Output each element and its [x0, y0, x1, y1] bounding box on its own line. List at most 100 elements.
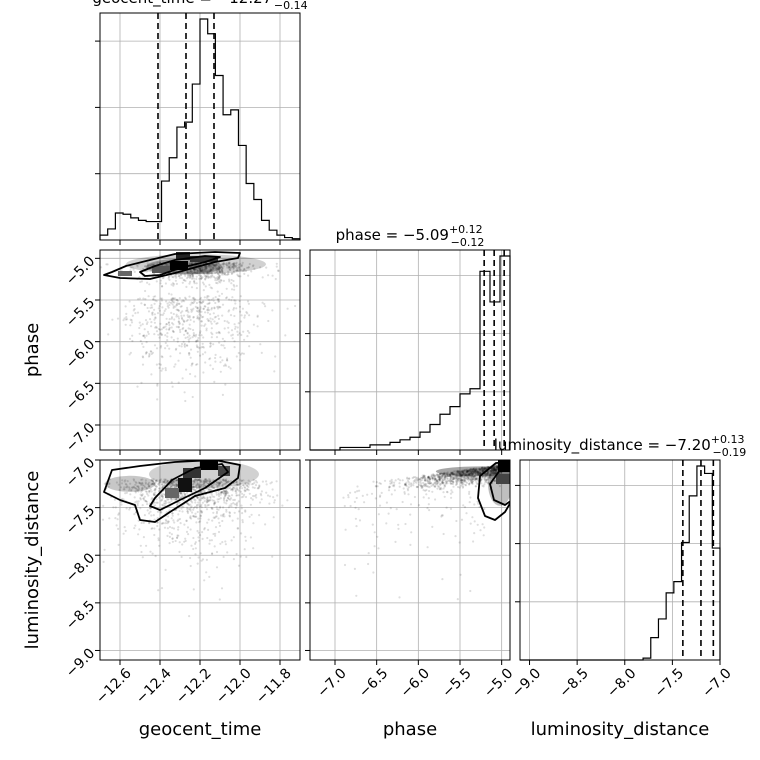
- sample-point: [199, 485, 202, 488]
- title-plus: +0.13: [711, 433, 745, 446]
- sample-point: [465, 473, 468, 476]
- sample-point: [378, 504, 382, 507]
- sample-point: [141, 482, 144, 485]
- sample-point: [194, 501, 197, 504]
- sample-point: [227, 270, 230, 273]
- sample-point: [233, 511, 236, 514]
- sample-point: [240, 333, 243, 337]
- sample-point: [436, 473, 439, 476]
- sample-point: [476, 523, 479, 526]
- sample-point: [156, 501, 159, 504]
- sample-point: [423, 474, 426, 478]
- sample-point: [463, 477, 466, 480]
- sample-point: [200, 302, 203, 305]
- sample-point: [233, 264, 236, 267]
- sample-point: [227, 266, 230, 269]
- sample-point: [171, 481, 174, 484]
- sample-point: [226, 496, 229, 499]
- sample-point: [212, 343, 215, 346]
- sample-point: [467, 473, 470, 477]
- sample-point: [217, 314, 220, 317]
- sample-point: [496, 464, 499, 467]
- sample-point: [432, 483, 435, 486]
- sample-point: [144, 500, 148, 503]
- sample-point: [221, 515, 224, 518]
- sample-point: [417, 478, 420, 481]
- sample-point: [234, 489, 237, 493]
- sample-point: [192, 485, 195, 488]
- title-minus: −0.19: [713, 446, 747, 459]
- sample-point: [256, 314, 259, 317]
- sample-point: [191, 274, 194, 278]
- sample-point: [491, 466, 495, 469]
- sample-point: [343, 563, 347, 567]
- sample-point: [151, 527, 154, 530]
- sample-point: [166, 264, 169, 267]
- sample-point: [177, 513, 180, 516]
- sample-point: [195, 271, 198, 274]
- sample-point: [223, 496, 226, 499]
- sample-point: [189, 337, 192, 340]
- sample-point: [379, 494, 382, 497]
- sample-point: [484, 474, 487, 477]
- sample-point: [471, 470, 474, 473]
- sample-point: [151, 479, 154, 482]
- sample-point: [189, 262, 192, 265]
- sample-point: [240, 479, 243, 482]
- sample-point: [465, 471, 468, 474]
- sample-point: [463, 478, 466, 481]
- sample-point: [451, 473, 454, 477]
- sample-point: [209, 498, 212, 501]
- sample-point: [483, 507, 486, 511]
- sample-point: [199, 307, 202, 310]
- sample-point: [200, 490, 203, 494]
- sample-point: [492, 473, 495, 476]
- sample-point: [180, 345, 183, 348]
- sample-point: [468, 501, 471, 504]
- sample-point: [442, 472, 445, 475]
- sample-point: [415, 481, 418, 484]
- sample-point: [168, 326, 171, 329]
- sample-point: [446, 475, 449, 478]
- histogram-panel-luminosity_distance: luminosity_distance = −7.20+0.13 −0.19: [494, 433, 746, 665]
- sample-point: [197, 267, 200, 270]
- sample-point: [232, 262, 235, 265]
- density-cell: [165, 488, 179, 498]
- sample-point: [457, 473, 460, 476]
- sample-point: [172, 519, 175, 522]
- sample-point: [194, 489, 198, 492]
- sample-point: [171, 322, 174, 325]
- sample-point: [175, 298, 178, 301]
- sample-point: [440, 472, 443, 475]
- sample-point: [189, 503, 192, 506]
- y-tick-label: −5.0: [63, 253, 98, 288]
- sample-point: [149, 488, 152, 491]
- sample-point: [424, 489, 427, 492]
- sample-point: [209, 269, 212, 272]
- sample-point: [473, 469, 476, 472]
- sample-point: [168, 531, 171, 535]
- sample-point: [459, 478, 462, 481]
- sample-point: [226, 266, 229, 269]
- density-cell: [218, 466, 230, 476]
- sample-point: [210, 485, 213, 488]
- sample-point: [196, 495, 199, 499]
- sample-point: [199, 267, 202, 270]
- sample-point: [469, 469, 472, 472]
- sample-point: [186, 318, 189, 322]
- sample-point: [481, 466, 484, 469]
- sample-point: [199, 269, 202, 272]
- sample-point: [147, 481, 151, 484]
- sample-point: [196, 496, 199, 499]
- sample-point: [177, 320, 180, 323]
- sample-point: [231, 296, 234, 299]
- sample-point: [204, 484, 207, 487]
- sample-point: [216, 267, 219, 270]
- sample-point: [171, 482, 174, 486]
- sample-point: [144, 479, 147, 482]
- sample-point: [193, 515, 196, 518]
- sample-point: [237, 274, 240, 277]
- sample-point: [210, 507, 213, 510]
- sample-point: [142, 334, 145, 337]
- sample-point: [473, 469, 476, 472]
